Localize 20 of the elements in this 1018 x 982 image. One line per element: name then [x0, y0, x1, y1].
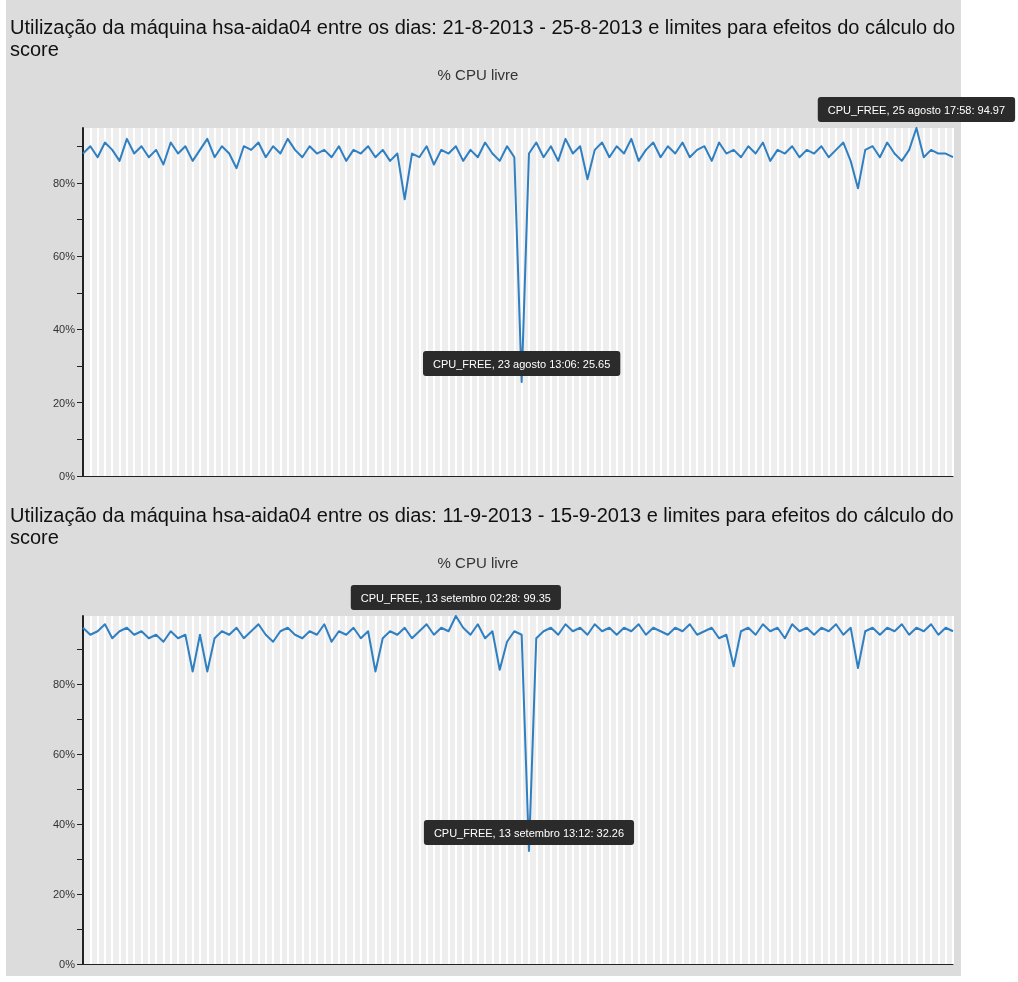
y-tick-label: 40%	[52, 817, 76, 830]
chart-subtitle: % CPU livre	[437, 66, 519, 83]
y-tick-label: 20%	[52, 396, 76, 409]
y-tick-label: 0%	[59, 958, 76, 970]
chart-title: Utilização da máquina hsa-aida04 entre os dias: 21-8-2013 - 25-8-2013 e limites para efeitos do cálculo do score	[9, 15, 956, 60]
chart-subtitle: % CPU livre	[437, 554, 519, 571]
annotation: CPU_FREE, 13 setembro 13:12: 32.26	[433, 826, 625, 839]
y-tick-label: 60%	[52, 250, 76, 263]
annotation: CPU_FREE, 23 agosto 13:06: 25.65	[432, 357, 611, 370]
y-tick-label: 40%	[52, 323, 76, 336]
line-series	[82, 615, 954, 852]
chart-title: Utilização da máquina hsa-aida04 entre os dias: 11-9-2013 - 15-9-2013 e limites para efeitos do cálculo do score	[9, 503, 955, 548]
annotation: CPU_FREE, 25 agosto 17:58: 94.97	[827, 103, 1006, 116]
y-tick-label: 80%	[52, 677, 76, 690]
annotation: CPU_FREE, 13 setembro 02:28: 99.35	[360, 591, 551, 604]
line-series	[82, 127, 954, 384]
y-tick-label: 20%	[52, 887, 76, 900]
y-tick-label: 60%	[52, 747, 76, 760]
y-tick-label: 0%	[59, 470, 76, 482]
y-tick-label: 80%	[52, 176, 76, 189]
